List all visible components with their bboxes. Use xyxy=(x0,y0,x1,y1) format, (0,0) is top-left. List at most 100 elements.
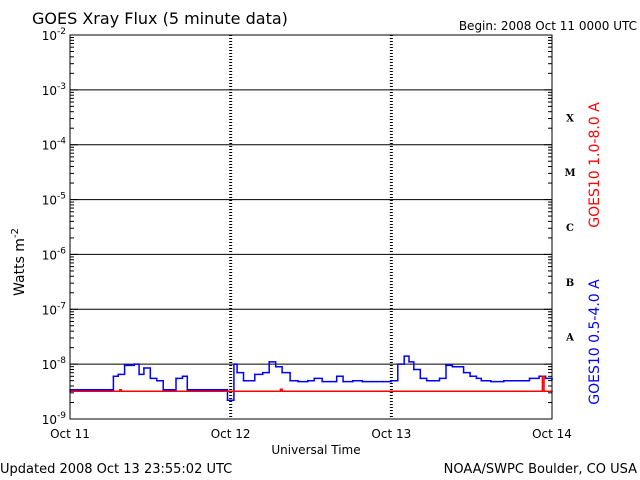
data-point xyxy=(242,379,245,382)
data-point xyxy=(351,379,354,382)
y-tick-label-base: 10 xyxy=(42,29,57,43)
legend-long-channel: GOES10 1.0-8.0 A xyxy=(587,102,603,228)
data-point xyxy=(289,379,291,382)
data-point xyxy=(149,377,152,380)
data-point xyxy=(262,371,264,374)
series-layer xyxy=(69,355,553,402)
data-point xyxy=(112,375,115,378)
data-point xyxy=(194,389,197,391)
data-point xyxy=(253,373,256,376)
data-point xyxy=(451,365,454,368)
y-tick-label-base: 10 xyxy=(42,194,57,208)
flare-class-label: A xyxy=(565,333,574,344)
flare-class-label: B xyxy=(566,278,574,289)
y-tick-label-base: 10 xyxy=(42,84,57,98)
flare-class-label: C xyxy=(566,223,574,234)
data-point xyxy=(408,361,410,363)
plot-frame xyxy=(69,34,553,420)
data-point xyxy=(480,379,483,382)
data-point xyxy=(544,377,547,380)
data-point xyxy=(539,390,542,393)
data-point xyxy=(205,389,208,391)
chart-title: GOES Xray Flux (5 minute data) xyxy=(32,9,288,28)
x-tick-label: Oct 14 xyxy=(532,427,572,441)
y-tick-label-exp: -6 xyxy=(57,246,66,256)
legend-short-channel: GOES10 0.5-4.0 A xyxy=(587,279,603,405)
data-point xyxy=(419,377,422,380)
x-axis-label: Universal Time xyxy=(271,443,360,457)
y-tick-label-base: 10 xyxy=(42,139,57,153)
y-tick-label-exp: -2 xyxy=(57,27,66,37)
data-point xyxy=(519,379,521,382)
x-tick-label: Oct 13 xyxy=(371,427,411,441)
y-tick-label-exp: -3 xyxy=(57,82,66,92)
data-point xyxy=(109,389,111,391)
x-tick-label: Oct 12 xyxy=(211,427,251,441)
footer-updated: Updated 2008 Oct 13 23:55:02 UTC xyxy=(0,462,232,477)
data-point xyxy=(535,390,537,393)
y-tick-label-exp: -7 xyxy=(57,301,66,311)
y-tick-label: 10-3 xyxy=(42,82,66,98)
y-tick-label-base: 10 xyxy=(42,303,57,317)
series-line xyxy=(70,355,553,401)
x-tick-label: Oct 11 xyxy=(50,427,90,441)
footer-source: NOAA/SWPC Boulder, CO USA xyxy=(444,462,637,477)
data-point xyxy=(396,363,399,365)
data-point xyxy=(278,390,280,393)
data-point xyxy=(119,389,121,391)
data-point xyxy=(162,389,164,391)
data-point xyxy=(462,371,465,374)
data-point xyxy=(117,373,119,376)
day-separator-ticks xyxy=(229,35,393,419)
x-axis: Oct 11 Oct 12 Oct 13 Oct 14 xyxy=(50,427,572,441)
flare-class-label: M xyxy=(564,168,575,179)
y-axis-label: Watts m-2 xyxy=(10,228,28,296)
data-point xyxy=(538,375,540,378)
data-point xyxy=(329,380,332,383)
data-point xyxy=(403,355,405,357)
data-point xyxy=(225,389,227,391)
data-point xyxy=(335,375,338,378)
data-point xyxy=(236,371,238,374)
y-tick-label-exp: -8 xyxy=(57,356,66,366)
data-point xyxy=(306,379,309,382)
data-point xyxy=(279,388,282,390)
data-point xyxy=(297,380,299,383)
data-point xyxy=(371,380,373,383)
data-point xyxy=(342,380,344,383)
data-point xyxy=(503,379,505,382)
data-point xyxy=(138,373,140,376)
y-tick-label-exp: -9 xyxy=(57,411,66,421)
y-tick-label: 10-8 xyxy=(42,356,67,372)
y-axis-label-exp: -2 xyxy=(10,228,21,238)
data-point xyxy=(226,399,229,402)
data-point xyxy=(475,377,478,380)
data-point xyxy=(181,375,184,378)
data-point xyxy=(445,364,447,367)
data-point xyxy=(413,368,415,371)
data-point xyxy=(175,377,177,380)
y-tick-label-exp: -4 xyxy=(57,137,66,147)
series xyxy=(69,355,553,402)
gridlines xyxy=(70,89,552,365)
data-point xyxy=(425,379,428,382)
y-axis-label-base: Watts m xyxy=(12,238,28,296)
data-point xyxy=(313,377,316,380)
data-point xyxy=(361,380,364,383)
data-point xyxy=(528,377,531,380)
data-point xyxy=(281,371,283,374)
y-tick-label: 10-9 xyxy=(42,411,67,427)
data-point xyxy=(321,380,324,383)
y-tick-label: 10-2 xyxy=(42,27,66,43)
data-point xyxy=(120,390,123,393)
data-point xyxy=(170,389,173,391)
y-tick-label: 10-4 xyxy=(42,137,67,153)
data-point xyxy=(268,361,271,363)
data-point xyxy=(382,380,385,383)
y-tick-label-base: 10 xyxy=(42,413,57,427)
data-point xyxy=(186,389,189,391)
begin-label: Begin: 2008 Oct 11 0000 UTC xyxy=(459,19,637,33)
data-point xyxy=(543,390,545,393)
data-point xyxy=(438,377,441,380)
